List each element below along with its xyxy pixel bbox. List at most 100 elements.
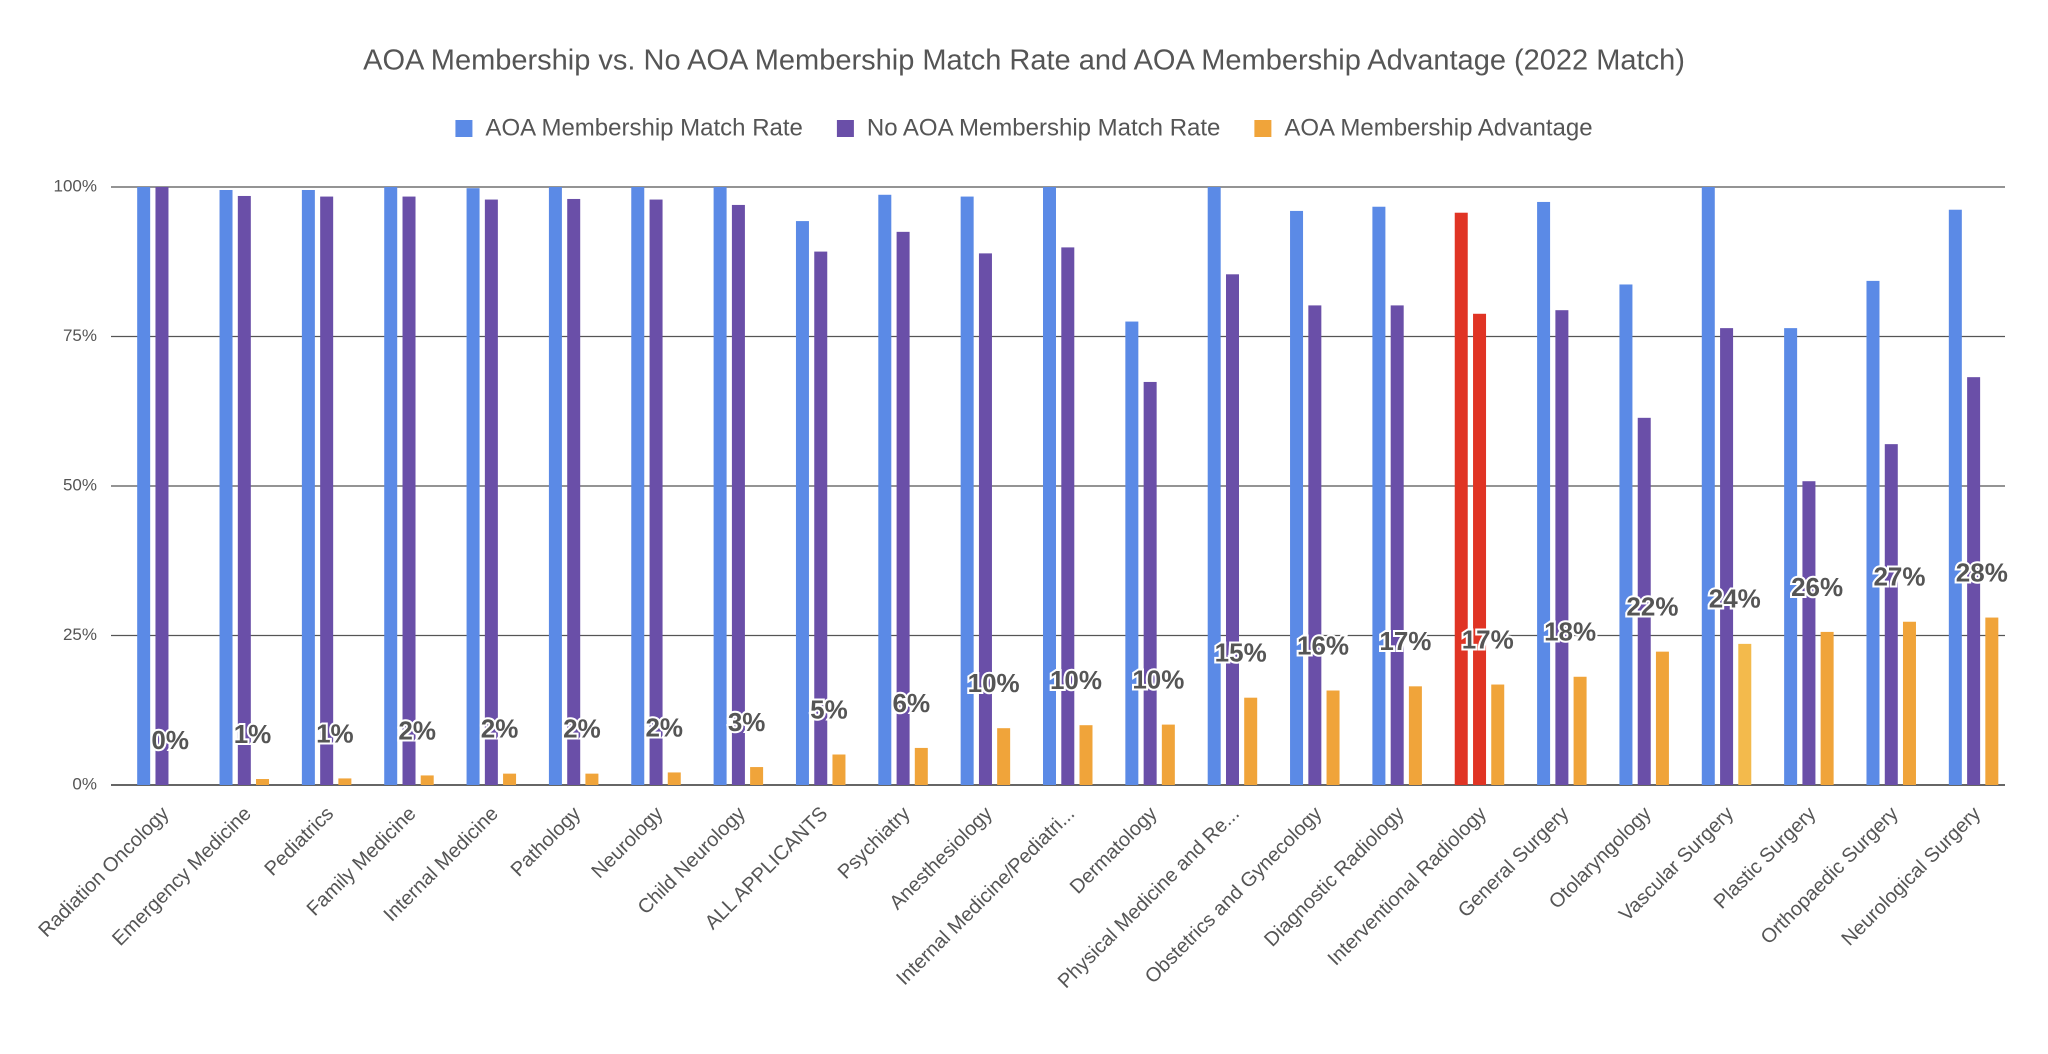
bar bbox=[320, 196, 334, 785]
x-tick-label: Pathology bbox=[507, 803, 585, 881]
bar bbox=[567, 198, 581, 785]
x-tick-label: Diagnostic Radiology bbox=[1260, 803, 1408, 951]
bar bbox=[1884, 444, 1898, 785]
data-label: 5% bbox=[810, 694, 848, 724]
data-label: 6% bbox=[893, 688, 931, 718]
y-tick-label: 100% bbox=[54, 176, 97, 195]
bar bbox=[1326, 690, 1340, 785]
x-tick-label: Pediatrics bbox=[260, 803, 338, 881]
bar bbox=[1079, 725, 1093, 785]
bar bbox=[1866, 280, 1880, 785]
y-tick-label: 75% bbox=[63, 326, 97, 345]
bar bbox=[667, 772, 681, 785]
legend: AOA Membership Match Rate No AOA Membersh… bbox=[455, 114, 1593, 141]
legend-label: AOA Membership Match Rate bbox=[485, 114, 802, 141]
data-label: 17% bbox=[1379, 626, 1431, 656]
bar bbox=[1573, 676, 1587, 785]
bar bbox=[750, 767, 764, 785]
bar bbox=[1390, 305, 1404, 785]
data-label: 0% bbox=[151, 725, 189, 755]
bar bbox=[878, 194, 892, 786]
data-label: 24% bbox=[1709, 584, 1761, 614]
bar bbox=[338, 778, 352, 785]
bar bbox=[1308, 305, 1322, 785]
bar bbox=[1143, 381, 1157, 785]
bar bbox=[420, 775, 434, 785]
legend-swatch bbox=[455, 120, 473, 137]
y-tick-label: 25% bbox=[63, 625, 97, 644]
x-tick-label: Neurological Surgery bbox=[1837, 803, 1985, 951]
bar bbox=[1061, 247, 1075, 785]
bar bbox=[631, 187, 645, 785]
data-label: 1% bbox=[234, 719, 272, 749]
bar bbox=[503, 773, 517, 785]
bar bbox=[1372, 206, 1386, 785]
data-label: 28% bbox=[1956, 557, 2008, 587]
y-tick-label: 50% bbox=[63, 475, 97, 494]
bar bbox=[1225, 274, 1239, 785]
bar bbox=[832, 754, 846, 785]
data-label: 10% bbox=[1050, 665, 1102, 695]
bar bbox=[1244, 697, 1258, 785]
bar bbox=[1701, 187, 1715, 785]
bar bbox=[914, 747, 928, 785]
bar bbox=[384, 187, 398, 785]
data-label: 22% bbox=[1626, 592, 1678, 622]
x-tick-label: Neurology bbox=[588, 803, 668, 883]
data-label: 3% bbox=[728, 707, 766, 737]
bar bbox=[1948, 209, 1962, 785]
data-label: 16% bbox=[1297, 630, 1349, 660]
bar bbox=[795, 221, 809, 785]
legend-swatch bbox=[1254, 120, 1272, 137]
data-label: 10% bbox=[1132, 664, 1184, 694]
data-label: 2% bbox=[481, 714, 519, 744]
data-label: 1% bbox=[316, 718, 354, 748]
bar bbox=[219, 189, 233, 786]
bar bbox=[155, 187, 169, 785]
bar bbox=[1802, 481, 1816, 785]
bar bbox=[1738, 643, 1752, 785]
bar bbox=[548, 187, 562, 785]
bar bbox=[1161, 724, 1175, 785]
legend-label: AOA Membership Advantage bbox=[1284, 114, 1592, 141]
bar bbox=[1537, 201, 1551, 785]
data-label: 15% bbox=[1215, 638, 1267, 668]
bar bbox=[1967, 377, 1981, 785]
data-label: 17% bbox=[1462, 624, 1514, 654]
bar bbox=[1637, 417, 1651, 785]
bar bbox=[814, 251, 828, 786]
bar bbox=[896, 231, 910, 786]
bar bbox=[1555, 310, 1569, 785]
bar bbox=[484, 199, 498, 786]
bar bbox=[960, 196, 974, 785]
x-tick-label: Internal Medicine/Pediatri... bbox=[892, 803, 1079, 990]
data-label: 10% bbox=[968, 668, 1020, 698]
bar bbox=[1491, 684, 1505, 785]
data-label: 2% bbox=[398, 715, 436, 745]
data-label: 2% bbox=[563, 714, 601, 744]
legend-swatch bbox=[836, 120, 854, 137]
bar bbox=[649, 199, 663, 786]
data-label: 18% bbox=[1544, 617, 1596, 647]
bar bbox=[1207, 187, 1221, 785]
bar bbox=[1454, 212, 1468, 786]
bar bbox=[731, 204, 745, 785]
bar bbox=[1473, 313, 1487, 785]
x-tick-label: Psychiatry bbox=[834, 803, 915, 884]
bar bbox=[1784, 328, 1798, 785]
bar bbox=[585, 773, 599, 785]
bar bbox=[237, 195, 251, 786]
bar bbox=[1902, 621, 1916, 785]
bar bbox=[256, 779, 270, 785]
x-tick-label: Emergency Medicine bbox=[108, 803, 256, 951]
bar bbox=[466, 188, 480, 786]
bar bbox=[402, 196, 416, 785]
y-tick-label: 0% bbox=[72, 774, 97, 793]
x-tick-label: Obstetrics and Gynecology bbox=[1141, 803, 1326, 988]
bar bbox=[137, 187, 151, 785]
data-label: 27% bbox=[1873, 562, 1925, 592]
data-label: 26% bbox=[1791, 572, 1843, 602]
bar bbox=[978, 253, 992, 786]
bar bbox=[997, 728, 1011, 785]
